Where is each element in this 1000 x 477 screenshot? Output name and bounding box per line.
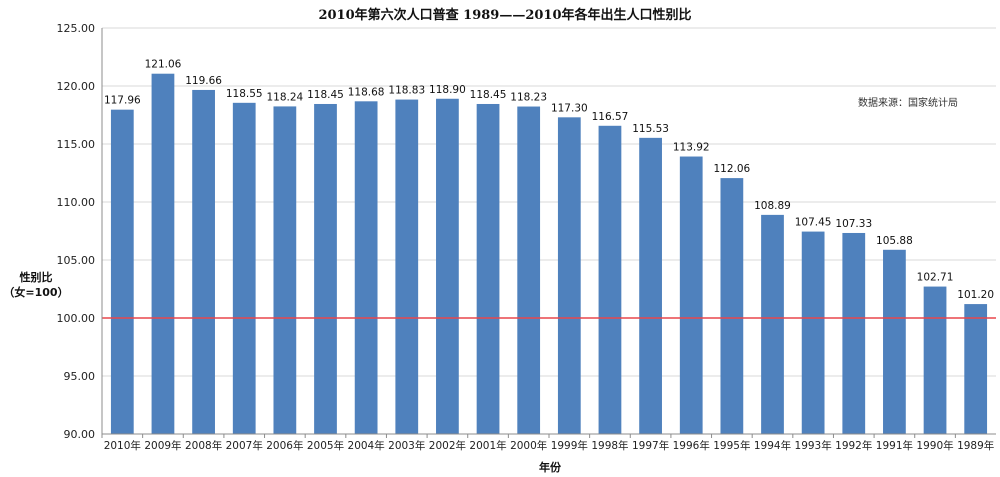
data-label: 108.89 xyxy=(754,200,791,212)
bar xyxy=(436,98,459,434)
x-tick-label: 2004年 xyxy=(348,439,385,452)
x-tick-label: 2007年 xyxy=(226,439,263,452)
bar xyxy=(476,103,500,434)
x-axis-ticks: 2010年 2009年 2008年 2007年 2006年 2005年 2004年 2003年… xyxy=(101,434,994,452)
y-tick-label: 120.00 xyxy=(57,80,96,93)
y-tick-label: 110.00 xyxy=(57,196,96,209)
data-label: 118.24 xyxy=(266,91,303,103)
data-label: 107.45 xyxy=(795,217,832,229)
data-label: 118.83 xyxy=(388,85,425,97)
bar xyxy=(598,125,622,435)
data-label: 112.06 xyxy=(713,163,750,175)
x-tick-label: 1995年 xyxy=(713,439,750,452)
bar xyxy=(679,156,703,434)
bar xyxy=(801,231,825,434)
bar xyxy=(923,286,947,434)
y-tick-label: 95.00 xyxy=(64,370,96,383)
data-label: 118.23 xyxy=(510,92,547,104)
data-label: 116.57 xyxy=(592,111,629,123)
data-label: 118.45 xyxy=(470,89,507,101)
x-tick-label: 1996年 xyxy=(673,439,710,452)
bar xyxy=(314,103,337,434)
data-label: 113.92 xyxy=(673,142,710,154)
data-label: 105.88 xyxy=(876,235,913,247)
data-label: 117.30 xyxy=(551,102,588,114)
data-label: 119.66 xyxy=(185,75,222,87)
bar xyxy=(273,106,297,434)
x-tick-label: 2002年 xyxy=(429,439,466,452)
x-axis-label: 年份 xyxy=(539,460,562,474)
x-tick-label: 1999年 xyxy=(551,439,588,452)
x-tick-label: 2000年 xyxy=(510,439,547,452)
x-tick-label: 2006年 xyxy=(266,439,303,452)
data-label: 102.71 xyxy=(917,272,954,284)
bar xyxy=(842,232,866,434)
x-tick-label: 2010年 xyxy=(104,439,141,452)
x-tick-label: 2003年 xyxy=(388,439,425,452)
x-tick-label: 1997年 xyxy=(632,439,669,452)
bar xyxy=(151,73,175,434)
chart-title: 2010年第六次人口普查 1989——2010年各年出生人口性别比 xyxy=(318,7,691,23)
bar xyxy=(232,102,256,434)
data-label: 107.33 xyxy=(835,218,872,230)
x-tick-label: 1990年 xyxy=(916,439,953,452)
bar xyxy=(395,99,419,435)
bar xyxy=(720,178,744,434)
x-tick-label: 1993年 xyxy=(795,439,832,452)
data-label: 115.53 xyxy=(632,123,669,135)
x-tick-label: 1992年 xyxy=(835,439,872,452)
data-label: 118.55 xyxy=(226,88,263,100)
y-tick-label: 115.00 xyxy=(57,138,96,151)
bar xyxy=(639,137,662,435)
data-label: 118.90 xyxy=(429,84,466,96)
bar xyxy=(883,249,906,434)
y-axis-ticks: 90.00 95.00 100.00 105.00 110.00 115.00 120.00… xyxy=(57,22,96,441)
y-axis-label-line-1: 性别比 xyxy=(20,270,53,284)
data-source-note: 数据来源：国家统计局 xyxy=(858,96,958,109)
x-tick-label: 2008年 xyxy=(185,439,222,452)
x-tick-label: 1998年 xyxy=(591,439,628,452)
x-tick-label: 2009年 xyxy=(144,439,181,452)
bar xyxy=(192,89,215,434)
bar xyxy=(761,214,784,434)
data-label: 117.96 xyxy=(104,95,141,107)
x-tick-label: 2005年 xyxy=(307,439,344,452)
data-label: 121.06 xyxy=(145,59,182,71)
x-tick-label: 1994年 xyxy=(754,439,791,452)
y-tick-label: 100.00 xyxy=(57,312,96,325)
bar xyxy=(110,109,134,434)
y-tick-label: 125.00 xyxy=(57,22,96,35)
x-tick-label: 1989年 xyxy=(957,439,994,452)
data-label: 118.68 xyxy=(348,86,385,98)
bar xyxy=(557,117,581,434)
y-tick-label: 105.00 xyxy=(57,254,96,267)
data-label: 118.45 xyxy=(307,89,344,101)
y-axis-label-line-2: （女=100） xyxy=(3,285,68,299)
bars xyxy=(110,73,988,435)
x-tick-label: 1991年 xyxy=(876,439,913,452)
data-label: 101.20 xyxy=(957,289,994,301)
bar xyxy=(964,304,988,434)
bar xyxy=(517,106,541,435)
x-tick-label: 2001年 xyxy=(469,439,506,452)
y-tick-label: 90.00 xyxy=(64,428,96,441)
bar xyxy=(354,101,378,434)
